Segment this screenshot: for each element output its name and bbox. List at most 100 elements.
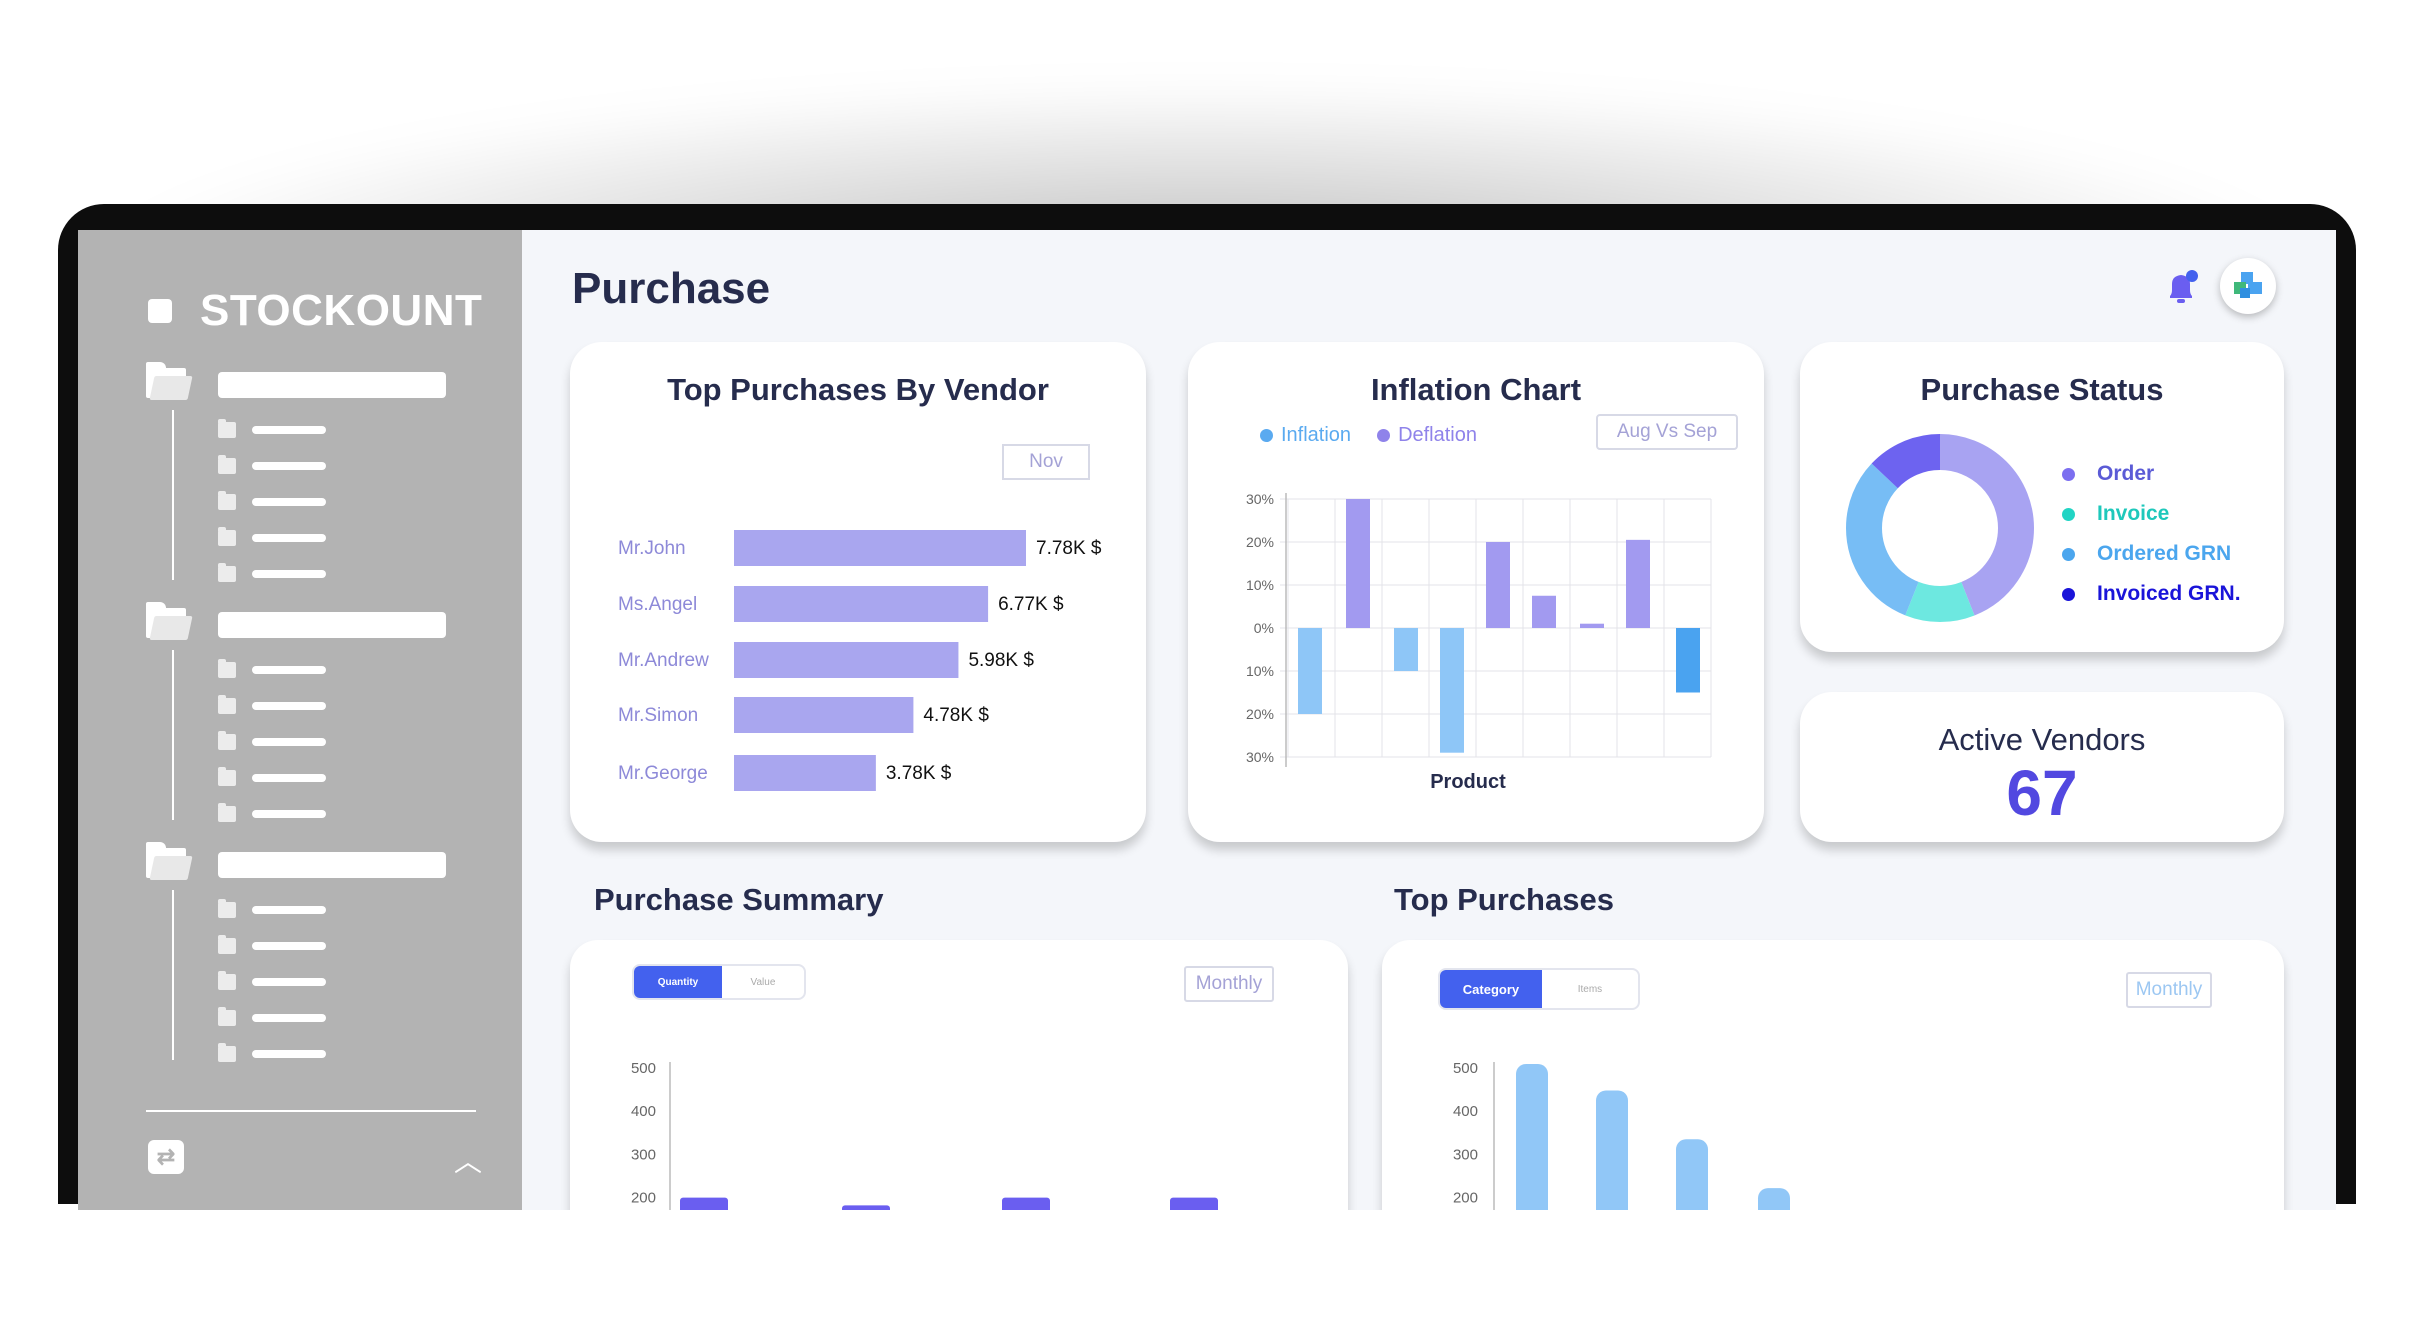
folder-icon <box>218 659 236 678</box>
summary-bar <box>1170 1197 1218 1210</box>
x-axis-label: Product <box>1430 771 1506 793</box>
sidebar-group <box>146 602 476 832</box>
sidebar-group-label[interactable] <box>218 372 446 398</box>
toggle-quantity[interactable]: Quantity <box>634 966 722 998</box>
sidebar-divider <box>146 1110 476 1112</box>
status-legend-item: Ordered GRN <box>2062 534 2241 574</box>
sidebar-item-label <box>252 1050 326 1058</box>
sidebar-item-label <box>252 810 326 818</box>
status-legend-item: Invoice <box>2062 494 2241 534</box>
sidebar-item[interactable] <box>218 899 338 918</box>
sidebar-item[interactable] <box>218 419 338 438</box>
sidebar-item[interactable] <box>218 455 338 474</box>
sidebar-item-label <box>252 498 326 506</box>
folder-icon[interactable] <box>146 842 193 880</box>
vendor-name: Mr.George <box>618 763 708 784</box>
folder-icon[interactable] <box>146 602 193 640</box>
sidebar-item-label <box>252 978 326 986</box>
sidebar-group <box>146 362 476 592</box>
sidebar-item[interactable] <box>218 731 338 750</box>
sidebar-item[interactable] <box>218 659 338 678</box>
toggle-category[interactable]: Category <box>1440 970 1542 1008</box>
folder-icon <box>218 491 236 510</box>
legend-item-deflation: Deflation <box>1377 424 1477 447</box>
folder-icon <box>218 1007 236 1026</box>
sidebar-item-label <box>252 426 326 434</box>
status-legend: Order Invoice Ordered GRN Invoiced GRN. <box>2062 454 2241 614</box>
legend-dot <box>2062 547 2075 561</box>
vendor-name: Ms.Angel <box>618 594 697 615</box>
status-legend-item: Invoiced GRN. <box>2062 574 2241 614</box>
vendor-name: Mr.Simon <box>618 705 698 726</box>
inflation-bar <box>1298 628 1322 714</box>
brand-name: STOCKOUNT <box>200 286 483 335</box>
sidebar-item[interactable] <box>218 527 338 546</box>
status-legend-item: Order <box>2062 454 2241 494</box>
avatar[interactable] <box>2220 258 2276 314</box>
vendor-bar <box>734 642 959 678</box>
sidebar-item[interactable] <box>218 491 338 510</box>
sidebar-group-label[interactable] <box>218 612 446 638</box>
sidebar-item[interactable] <box>218 803 338 822</box>
top-purchase-bar <box>1516 1064 1548 1210</box>
sidebar-item[interactable] <box>218 563 338 582</box>
sidebar-item[interactable] <box>218 971 338 990</box>
legend-item-inflation: Inflation <box>1260 424 1351 447</box>
sidebar-item-label <box>252 462 326 470</box>
chevron-up-icon[interactable]: ︿ <box>454 1146 483 1177</box>
y-tick-label: 400 <box>1453 1103 1478 1120</box>
vendor-bar <box>734 586 989 622</box>
top-period-filter[interactable]: Monthly <box>2126 972 2212 1008</box>
folder-icon <box>218 1043 236 1062</box>
folder-icon <box>218 455 236 474</box>
folder-icon <box>218 767 236 786</box>
active-vendors-card: Active Vendors 67 <box>1800 692 2284 842</box>
top-toggle: Category Items <box>1438 968 1640 1010</box>
summary-period-filter[interactable]: Monthly <box>1184 966 1274 1002</box>
sidebar-item-label <box>252 534 326 542</box>
top-card: Category Items Monthly 500 400 300 200 100 0 <box>1382 940 2284 1210</box>
inflation-bar <box>1440 628 1464 753</box>
folder-icon <box>218 803 236 822</box>
vendor-bar-chart: Mr.John 7.78K $ Ms.Angel 6.77K $ Mr.Andrew 5.… <box>618 530 1102 791</box>
swap-icon[interactable]: ⇄ <box>148 1140 184 1174</box>
y-tick-label: 20% <box>1246 534 1274 550</box>
status-card: Purchase Status Order Invoice Ordered GRN I… <box>1800 342 2284 652</box>
top-purchase-bar <box>1676 1139 1708 1210</box>
folder-icon <box>218 527 236 546</box>
legend-label: Invoiced GRN. <box>2097 582 2241 605</box>
sidebar-item[interactable] <box>218 1043 338 1062</box>
inflation-card: Inflation Chart Inflation Deflation Aug … <box>1188 342 1764 842</box>
y-tick-label: 10% <box>1246 577 1274 593</box>
y-tick-label: 200 <box>1453 1190 1478 1207</box>
vendor-bar <box>734 755 876 791</box>
toggle-value[interactable]: Value <box>750 976 776 988</box>
sidebar-item[interactable] <box>218 767 338 786</box>
sidebar-item[interactable] <box>218 1007 338 1026</box>
sidebar-item[interactable] <box>218 695 338 714</box>
tree-line <box>172 890 174 1060</box>
summary-bar <box>1002 1197 1050 1210</box>
folder-icon[interactable] <box>146 362 193 400</box>
y-tick-label: 30% <box>1246 749 1274 765</box>
vendor-month-filter[interactable]: Nov <box>1002 444 1090 480</box>
sidebar-item-label <box>252 1014 326 1022</box>
donut-slice <box>1846 434 2034 622</box>
inflation-bar <box>1532 595 1556 628</box>
top-purchase-bar <box>1596 1090 1628 1210</box>
inflation-period-filter[interactable]: Aug Vs Sep <box>1596 414 1738 450</box>
y-tick-label: 500 <box>1453 1060 1478 1077</box>
y-tick-label: 500 <box>631 1060 656 1077</box>
bell-icon[interactable] <box>2160 266 2204 310</box>
brand[interactable]: STOCKOUNT <box>148 286 482 336</box>
sidebar-group-label[interactable] <box>218 852 446 878</box>
vendor-value-label: 4.78K $ <box>923 705 989 726</box>
status-card-title: Purchase Status <box>1920 372 2164 407</box>
sidebar-item[interactable] <box>218 935 338 954</box>
toggle-items[interactable]: Items <box>1577 983 1603 995</box>
sidebar-item-label <box>252 942 326 950</box>
summary-bar <box>680 1197 728 1210</box>
